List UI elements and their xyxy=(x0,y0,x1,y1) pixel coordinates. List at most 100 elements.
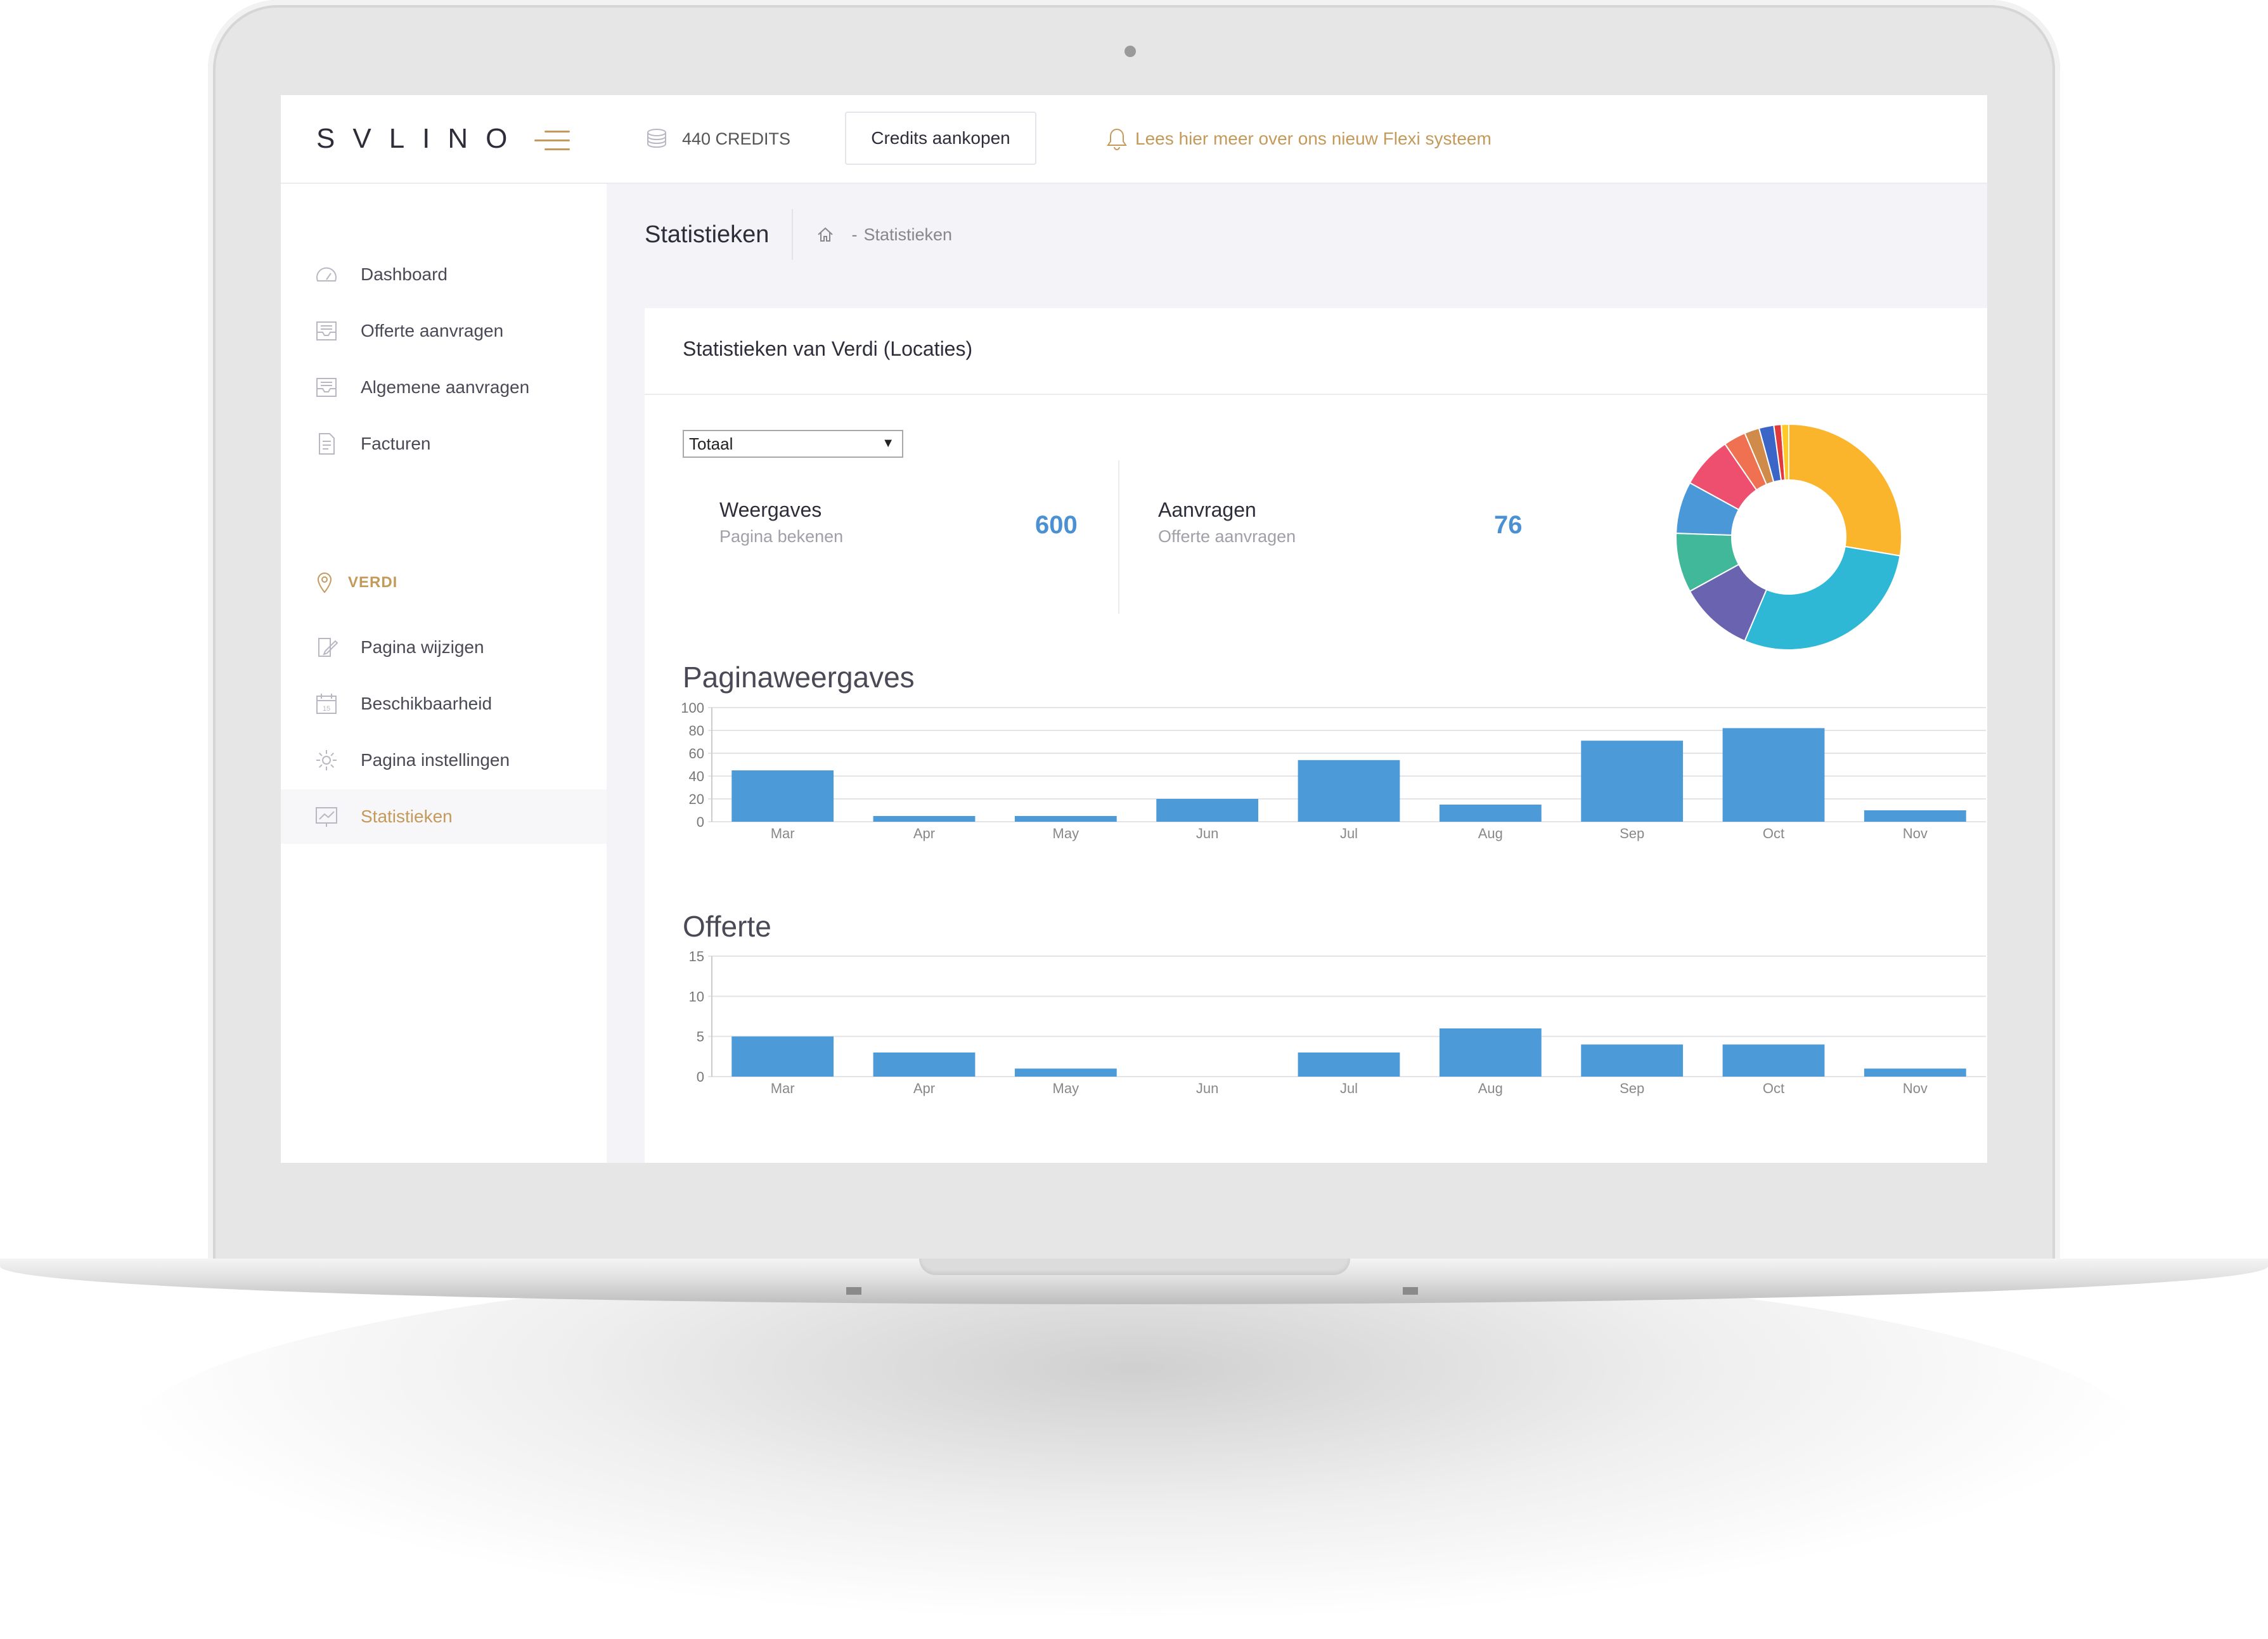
x-tick-label: Sep xyxy=(1620,826,1644,841)
donut-slice[interactable] xyxy=(1788,423,1902,557)
x-tick-label: Apr xyxy=(913,1080,935,1096)
laptop-shadow xyxy=(127,1262,2141,1617)
donut-slice[interactable] xyxy=(1744,545,1901,651)
edit-icon xyxy=(318,638,338,657)
y-tick-label: 80 xyxy=(689,723,704,739)
inbox-icon xyxy=(316,378,337,397)
sidebar-item-dashboard[interactable]: Dashboard xyxy=(281,247,607,302)
x-tick-label: Oct xyxy=(1763,826,1784,841)
y-tick-label: 40 xyxy=(689,768,704,784)
page-title: Statistieken xyxy=(645,221,770,248)
calendar-day: 15 xyxy=(323,705,330,713)
sidebar-item-offerte-aanvragen[interactable]: Offerte aanvragen xyxy=(281,304,607,358)
credits-label: 440 CREDITS xyxy=(682,129,791,148)
sidebar-item-pagina-wijzigen[interactable]: Pagina wijzigen xyxy=(281,620,607,675)
y-tick-label: 0 xyxy=(697,814,704,830)
y-tick-label: 15 xyxy=(689,950,704,964)
bar[interactable] xyxy=(1864,810,1966,822)
chart-icon xyxy=(316,807,337,827)
stat-name: Aanvragen xyxy=(1158,498,1256,521)
dashboard-icon xyxy=(316,267,337,282)
bar[interactable] xyxy=(1581,741,1684,822)
bar[interactable] xyxy=(1014,816,1117,822)
bar[interactable] xyxy=(1864,1068,1966,1077)
x-tick-label: Jul xyxy=(1340,1080,1358,1096)
donut-slice[interactable] xyxy=(1781,423,1789,481)
section-header-verdi: VERDI xyxy=(316,572,397,593)
donut-chart xyxy=(1675,423,1902,651)
y-tick-label: 20 xyxy=(689,791,704,807)
section-label: VERDI xyxy=(348,574,398,591)
y-tick-label: 60 xyxy=(689,746,704,761)
x-tick-label: May xyxy=(1053,1080,1079,1096)
stat-name: Weergaves xyxy=(719,498,822,521)
sidebar-item-label: Pagina instellingen xyxy=(361,750,510,770)
stat-weergaves: Weergaves Pagina bekenen xyxy=(719,498,843,547)
sidebar-item-label: Pagina wijzigen xyxy=(361,637,484,657)
stat-sub: Offerte aanvragen xyxy=(1158,527,1296,546)
bar[interactable] xyxy=(1439,805,1542,822)
x-tick-label: Nov xyxy=(1903,1080,1928,1096)
x-tick-label: Mar xyxy=(771,1080,795,1096)
x-tick-label: Oct xyxy=(1763,1080,1784,1096)
statistics-card: Statistieken van Verdi (Locaties) Totaal… xyxy=(645,308,1987,1163)
x-tick-label: Mar xyxy=(771,826,795,841)
sidebar-item-facturen[interactable]: Facturen xyxy=(281,417,607,471)
notice-text: Lees hier meer over ons nieuw Flexi syst… xyxy=(1135,129,1492,148)
bar[interactable] xyxy=(1722,1044,1825,1077)
top-bar: SVLINO 440 CREDITS Credits aankopen Lees… xyxy=(281,95,1987,184)
home-icon[interactable] xyxy=(816,225,835,244)
coins-icon xyxy=(647,129,666,148)
buy-credits-button[interactable]: Credits aankopen xyxy=(845,112,1036,165)
bar[interactable] xyxy=(1722,728,1825,822)
bar-chart-paginaweergaves: 0 20 40 60 80 100 Mar Apr May Jun Jul Aug Sep Oct Nov xyxy=(681,701,1986,841)
logo[interactable]: SVLINO xyxy=(316,123,525,154)
stat-value: 76 xyxy=(1494,511,1523,539)
period-select[interactable]: Totaal ▼ xyxy=(683,430,903,458)
sidebar-item-pagina-instellingen[interactable]: Pagina instellingen xyxy=(281,733,607,787)
sidebar: Dashboard Offerte aanvragen Algemene aan… xyxy=(281,184,607,1163)
x-tick-label: Sep xyxy=(1620,1080,1644,1096)
x-tick-label: Apr xyxy=(913,826,935,841)
inbox-icon xyxy=(316,321,337,340)
bar[interactable] xyxy=(1156,799,1259,822)
sidebar-item-label: Beschikbaarheid xyxy=(361,694,493,713)
bar[interactable] xyxy=(1298,760,1400,822)
document-icon xyxy=(319,433,335,455)
x-tick-label: Jun xyxy=(1196,826,1218,841)
sidebar-item-label: Facturen xyxy=(361,434,431,453)
bar[interactable] xyxy=(1439,1028,1542,1077)
menu-toggle-icon[interactable] xyxy=(534,128,570,153)
flexi-notice-link[interactable]: Lees hier meer over ons nieuw Flexi syst… xyxy=(1106,123,1492,155)
select-value: Totaal xyxy=(689,434,733,453)
bar-chart-offerte: 0 5 10 15 Mar Apr May Jun Jul Aug Sep Oct Nov xyxy=(689,950,1986,1096)
divider xyxy=(1118,460,1119,614)
stat-aanvragen: Aanvragen Offerte aanvragen xyxy=(1158,498,1296,547)
calendar-icon: 15 xyxy=(316,694,337,714)
bar[interactable] xyxy=(1298,1053,1400,1077)
sidebar-item-algemene-aanvragen[interactable]: Algemene aanvragen xyxy=(281,360,607,415)
bar[interactable] xyxy=(731,1036,834,1077)
divider xyxy=(792,209,794,260)
sidebar-item-statistieken[interactable]: Statistieken xyxy=(281,789,607,844)
card-header: Statistieken van Verdi (Locaties) xyxy=(645,308,1987,395)
bar[interactable] xyxy=(873,1053,976,1077)
bar[interactable] xyxy=(873,816,976,822)
breadcrumb-current: Statistieken xyxy=(863,224,953,244)
sidebar-item-label: Statistieken xyxy=(361,807,453,826)
bell-icon xyxy=(1107,128,1127,150)
x-tick-label: May xyxy=(1053,826,1079,841)
x-tick-label: Nov xyxy=(1903,826,1928,841)
y-tick-label: 0 xyxy=(697,1069,704,1085)
sidebar-item-beschikbaarheid[interactable]: 15 Beschikbaarheid xyxy=(281,677,607,731)
bar[interactable] xyxy=(1581,1044,1684,1077)
y-tick-label: 100 xyxy=(681,701,704,716)
y-tick-label: 10 xyxy=(689,988,704,1004)
bar[interactable] xyxy=(731,770,834,822)
chart-title: Paginaweergaves xyxy=(683,661,915,694)
breadcrumb-separator: - xyxy=(851,224,858,244)
card-title: Statistieken van Verdi (Locaties) xyxy=(683,337,973,360)
location-pin-icon xyxy=(317,572,332,593)
x-tick-label: Jun xyxy=(1196,1080,1218,1096)
bar[interactable] xyxy=(1014,1068,1117,1077)
